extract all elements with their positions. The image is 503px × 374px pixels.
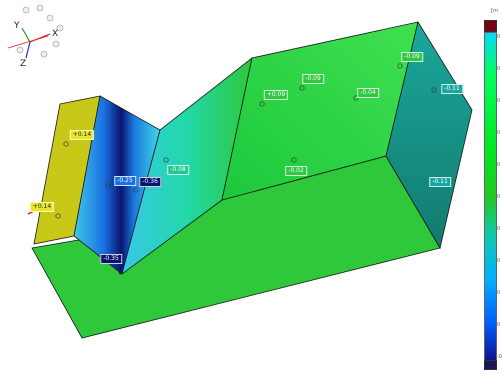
y-axis-line <box>21 27 31 43</box>
probe-markers <box>55 63 437 257</box>
probe-label-groove-bottom[interactable]: -0.35 <box>100 254 122 264</box>
probe-label-groove-right[interactable]: -0.36 <box>139 177 161 187</box>
legend-tick-label: 0 <box>497 226 501 232</box>
probe-marker <box>259 101 265 107</box>
probe-label-left-top[interactable]: +0.14 <box>69 130 95 140</box>
probe-label-top-2[interactable]: -0.09 <box>302 74 324 84</box>
probe-marker <box>105 183 111 189</box>
probe-marker <box>397 63 403 69</box>
legend-tick-label: 0 <box>497 34 501 40</box>
view-cube-node <box>52 40 60 48</box>
view-cube-node <box>56 24 64 32</box>
legend-bottom-swatch <box>484 360 497 370</box>
z-axis-line <box>25 41 31 59</box>
axis-triad[interactable]: X Y Z <box>0 0 70 68</box>
probe-marker <box>299 85 305 91</box>
view-cube-node <box>36 4 44 12</box>
legend-top-swatch <box>484 20 497 32</box>
legend-tick-label: 0 <box>497 130 501 136</box>
red-arrow-line <box>7 35 49 49</box>
x-axis-label: X <box>52 29 58 39</box>
probe-label-ramp[interactable]: -0.08 <box>167 165 189 175</box>
legend-tick-label: 0 <box>497 98 501 104</box>
probe-marker <box>163 157 169 163</box>
right-face <box>385 20 473 250</box>
probe-marker <box>133 187 139 193</box>
view-cube-node <box>22 6 30 14</box>
probe-marker <box>353 95 359 101</box>
legend-color-bar <box>484 32 497 362</box>
legend-tick-label: 0 <box>497 258 501 264</box>
probe-label-top-1[interactable]: +0.09 <box>263 90 289 100</box>
probe-marker <box>63 141 69 147</box>
probe-marker <box>55 213 61 219</box>
probe-label-top-3[interactable]: -0.04 <box>357 88 379 98</box>
probe-label-left-mid[interactable]: +0.14 <box>29 202 55 212</box>
y-axis-label: Y <box>13 21 20 31</box>
probe-label-top-4[interactable]: -0.09 <box>401 52 423 62</box>
view-cube-node <box>40 50 48 58</box>
legend-tick-label: -0 <box>497 354 502 360</box>
probe-marker <box>291 157 297 163</box>
legend-tick-label: 0 <box>497 194 501 200</box>
legend-tick-label: 0 <box>497 162 501 168</box>
probe-label-groove-left[interactable]: -0.25 <box>114 176 136 186</box>
legend-unit: [m <box>491 8 498 14</box>
probe-label-right-top[interactable]: -0.11 <box>441 84 463 94</box>
view-cube-node <box>46 14 54 22</box>
view-cube-node <box>16 46 24 54</box>
legend-tick-label: 0 <box>497 322 501 328</box>
probe-marker <box>431 87 437 93</box>
3d-viewport[interactable]: +0.14 +0.14 -0.25 -0.36 -0.35 -0.08 +0.0… <box>0 0 478 374</box>
color-legend: [m 0 0 0 0 0 0 0 0 0 0 -0 <box>482 8 503 374</box>
legend-tick-label: 0 <box>497 66 501 72</box>
probe-label-front[interactable]: -0.02 <box>285 166 307 176</box>
probe-label-right-mid[interactable]: -0.11 <box>429 177 451 187</box>
legend-tick-label: 0 <box>497 290 501 296</box>
z-axis-label: Z <box>20 59 26 68</box>
model-render <box>27 20 473 339</box>
